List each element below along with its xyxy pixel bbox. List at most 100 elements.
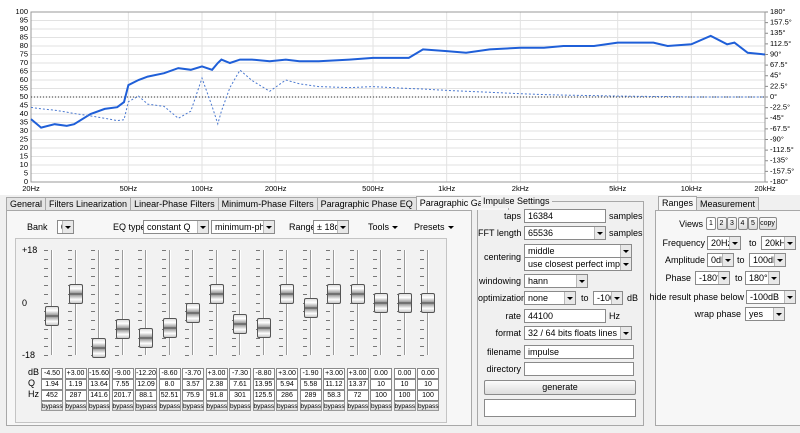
- slider-knob[interactable]: [162, 317, 177, 338]
- bypass-button[interactable]: bypass: [111, 401, 134, 411]
- bypass-button[interactable]: bypass: [393, 401, 416, 411]
- bypass-button[interactable]: bypass: [88, 401, 110, 411]
- value-field[interactable]: 5.94: [276, 379, 298, 390]
- value-field[interactable]: 100: [417, 390, 439, 401]
- value-field[interactable]: 88.1: [135, 390, 157, 401]
- button[interactable]: 2: [716, 217, 727, 230]
- bypass-button[interactable]: bypass: [135, 401, 157, 411]
- value-field[interactable]: 125.5: [252, 390, 275, 401]
- dropdown[interactable]: 100dB: [749, 253, 786, 267]
- value-field[interactable]: 100: [370, 390, 392, 401]
- slider-knob[interactable]: [350, 283, 365, 304]
- slider-knob[interactable]: [280, 283, 294, 304]
- dropdown[interactable]: none: [524, 291, 576, 305]
- value-field[interactable]: 1.94: [41, 379, 63, 390]
- tab[interactable]: Measurement: [696, 197, 760, 210]
- value-field[interactable]: +3.00: [276, 368, 298, 379]
- value-field[interactable]: 11.12: [323, 379, 345, 390]
- dropdown[interactable]: hann: [524, 274, 588, 288]
- bypass-button[interactable]: bypass: [299, 401, 322, 411]
- button[interactable]: 5: [748, 217, 758, 230]
- value-field[interactable]: 286: [276, 390, 298, 401]
- value-field[interactable]: 289: [299, 390, 322, 401]
- bypass-button[interactable]: bypass: [229, 401, 251, 411]
- text-input[interactable]: 16384: [524, 209, 606, 223]
- slider-knob[interactable]: [327, 283, 341, 304]
- bypass-button[interactable]: bypass: [370, 401, 392, 411]
- bypass-button[interactable]: bypass: [182, 401, 204, 411]
- value-field[interactable]: 75.9: [182, 390, 204, 401]
- value-field[interactable]: -8.60: [158, 368, 181, 379]
- value-field[interactable]: 91.8: [205, 390, 228, 401]
- dropdown[interactable]: -100dB: [746, 290, 796, 304]
- slider-knob[interactable]: [397, 292, 412, 313]
- bypass-button[interactable]: bypass: [417, 401, 439, 411]
- slider-knob[interactable]: [421, 292, 435, 313]
- bypass-button[interactable]: bypass: [64, 401, 87, 411]
- value-field[interactable]: 100: [393, 390, 416, 401]
- bypass-button[interactable]: bypass: [346, 401, 369, 411]
- tab[interactable]: Filters Linearization: [45, 197, 132, 210]
- value-field[interactable]: -9.00: [111, 368, 134, 379]
- dropdown[interactable]: ± 18dB: [313, 220, 349, 234]
- slider-knob[interactable]: [45, 305, 59, 326]
- bypass-button[interactable]: bypass: [205, 401, 228, 411]
- value-field[interactable]: 3.57: [182, 379, 204, 390]
- value-field[interactable]: 0.00: [370, 368, 392, 379]
- slider-knob[interactable]: [186, 303, 200, 324]
- value-field[interactable]: 52.51: [158, 390, 181, 401]
- value-field[interactable]: -3.70: [182, 368, 204, 379]
- value-field[interactable]: 10: [370, 379, 392, 390]
- value-field[interactable]: 0.00: [417, 368, 439, 379]
- value-field[interactable]: 7.61: [229, 379, 251, 390]
- value-field[interactable]: 10: [393, 379, 416, 390]
- slider-knob[interactable]: [139, 328, 153, 349]
- text-input[interactable]: [524, 362, 634, 376]
- button[interactable]: copy: [758, 217, 777, 230]
- button[interactable]: generate: [484, 380, 636, 395]
- dropdown[interactable]: -180°: [695, 271, 730, 285]
- dropdown[interactable]: 01: [57, 220, 74, 234]
- dropdown[interactable]: yes: [745, 307, 785, 321]
- bypass-button[interactable]: bypass: [252, 401, 275, 411]
- value-field[interactable]: 141.6: [88, 390, 110, 401]
- value-field[interactable]: -8.80: [252, 368, 275, 379]
- slider-knob[interactable]: [374, 292, 388, 313]
- dropdown[interactable]: 20kHz: [761, 236, 796, 250]
- value-field[interactable]: -7.30: [229, 368, 251, 379]
- tab[interactable]: Linear-Phase Filters: [130, 197, 219, 210]
- value-field[interactable]: 7.55: [111, 379, 134, 390]
- button[interactable]: 3: [727, 217, 737, 230]
- button[interactable]: 4: [737, 217, 748, 230]
- value-field[interactable]: 287: [64, 390, 87, 401]
- text-input[interactable]: impulse: [524, 345, 634, 359]
- bypass-button[interactable]: bypass: [323, 401, 345, 411]
- dropdown[interactable]: 20Hz: [707, 236, 741, 250]
- value-field[interactable]: 8.0: [158, 379, 181, 390]
- tab[interactable]: Minimum-Phase Filters: [217, 197, 318, 210]
- value-field[interactable]: 58.3: [323, 390, 345, 401]
- slider-knob[interactable]: [233, 313, 247, 334]
- value-field[interactable]: -12.20: [135, 368, 157, 379]
- bypass-button[interactable]: bypass: [41, 401, 63, 411]
- dropdown[interactable]: 0dB: [707, 253, 734, 267]
- dropdown[interactable]: 65536: [524, 226, 606, 240]
- dropdown[interactable]: -100: [593, 291, 623, 305]
- tab[interactable]: Paragraphic Phase EQ: [316, 197, 417, 210]
- value-field[interactable]: 13.95: [252, 379, 275, 390]
- tab[interactable]: Ranges: [658, 196, 698, 210]
- value-field[interactable]: 201.7: [111, 390, 134, 401]
- value-field[interactable]: 5.58: [299, 379, 322, 390]
- value-field[interactable]: -15.60: [88, 368, 110, 379]
- slider-knob[interactable]: [209, 283, 224, 304]
- value-field[interactable]: 12.09: [135, 379, 157, 390]
- value-field[interactable]: 13.64: [88, 379, 110, 390]
- bypass-button[interactable]: bypass: [158, 401, 181, 411]
- value-field[interactable]: -1.90: [299, 368, 322, 379]
- dropdown[interactable]: 180°: [745, 271, 780, 285]
- value-field[interactable]: +3.00: [346, 368, 369, 379]
- slider-knob[interactable]: [256, 318, 271, 339]
- value-field[interactable]: 2.38: [205, 379, 228, 390]
- value-field[interactable]: -4.50: [41, 368, 63, 379]
- menu-button[interactable]: Tools: [368, 221, 399, 234]
